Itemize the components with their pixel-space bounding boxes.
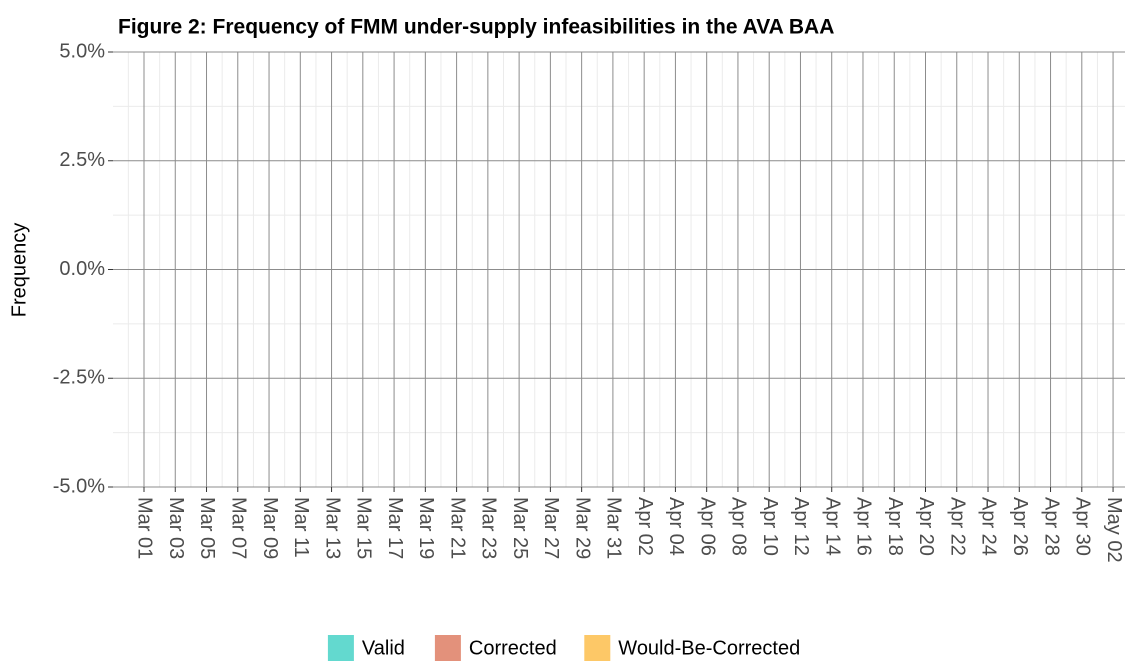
x-tick-label: Apr 10 [759, 497, 781, 556]
legend-key [584, 635, 611, 661]
y-tick-label: 0.0% [59, 258, 105, 280]
y-axis-title: Frequency [8, 223, 30, 318]
x-tick-label: Apr 26 [1009, 497, 1031, 556]
x-tick-label: Mar 09 [259, 497, 281, 559]
x-tick-label: Apr 04 [665, 497, 687, 556]
x-tick-label: Mar 03 [165, 497, 187, 559]
x-tick-label: Apr 16 [853, 497, 875, 556]
x-tick-label: Mar 11 [290, 497, 312, 558]
x-tick-label: Mar 27 [540, 497, 562, 559]
x-tick-label: Mar 17 [384, 497, 406, 559]
x-tick-label: Apr 28 [1040, 497, 1062, 556]
x-tick-label: Apr 22 [946, 497, 968, 556]
x-tick-label: Mar 15 [353, 497, 375, 559]
x-tick-label: Mar 07 [227, 497, 249, 559]
x-tick-label: Apr 02 [634, 497, 656, 556]
x-tick-label: Apr 20 [915, 497, 937, 556]
y-tick-label: -2.5% [53, 367, 105, 389]
legend-label: Corrected [469, 637, 557, 659]
chart-title: Figure 2: Frequency of FMM under-supply … [118, 16, 834, 39]
y-tick-label: 2.5% [59, 149, 105, 171]
x-tick-label: May 02 [1103, 497, 1125, 563]
x-tick-label: Mar 21 [446, 497, 468, 559]
x-tick-label: Mar 29 [571, 497, 593, 559]
x-tick-label: Mar 23 [478, 497, 500, 559]
x-tick-label: Mar 19 [415, 497, 437, 559]
legend-label: Would-Be-Corrected [618, 637, 800, 659]
y-tick-label: -5.0% [53, 475, 105, 497]
y-tick-label: 5.0% [59, 40, 105, 62]
legend-key [327, 635, 354, 661]
legend-label: Valid [362, 637, 405, 659]
x-tick-label: Apr 06 [696, 497, 718, 556]
legend-key [434, 635, 461, 661]
x-tick-label: Mar 31 [603, 497, 625, 559]
x-tick-label: Apr 12 [790, 497, 812, 556]
x-tick-label: Mar 01 [134, 497, 156, 559]
x-tick-label: Mar 25 [509, 497, 531, 559]
x-tick-label: Mar 13 [321, 497, 343, 559]
x-tick-label: Apr 24 [978, 497, 1000, 556]
x-tick-label: Apr 30 [1072, 497, 1094, 556]
x-tick-label: Apr 18 [884, 497, 906, 556]
x-tick-label: Apr 08 [728, 497, 750, 556]
x-tick-label: Mar 05 [196, 497, 218, 559]
x-tick-label: Apr 14 [821, 497, 843, 556]
